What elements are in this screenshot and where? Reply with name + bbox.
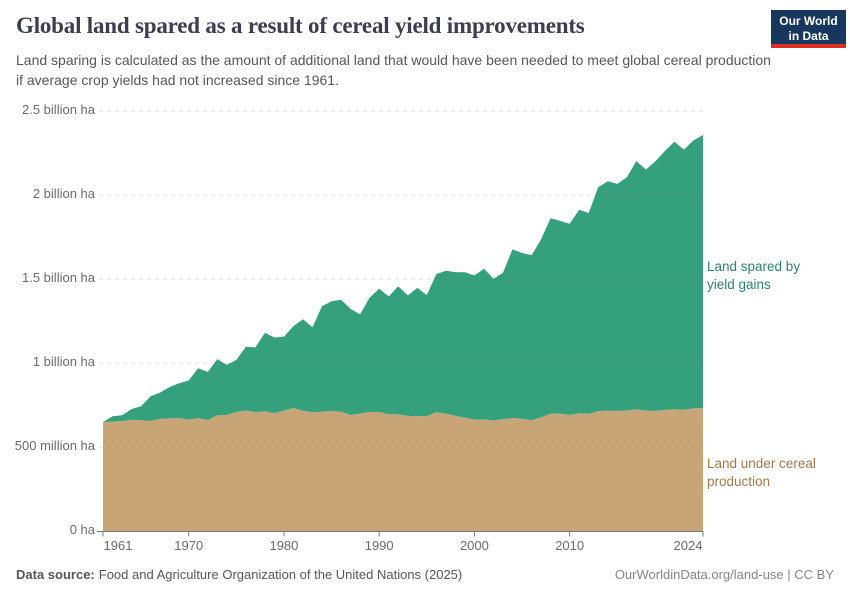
attribution-url[interactable]: OurWorldinData.org/land-use [614, 567, 784, 582]
x-axis-label: 2000 [459, 538, 489, 553]
chart-title: Global land spared as a result of cereal… [16, 13, 585, 38]
y-axis-label: 2.5 billion ha [22, 102, 95, 117]
data-source: Data source: Food and Agriculture Organiz… [16, 567, 462, 582]
y-axis-label: 0 ha [69, 522, 95, 537]
x-axis-label: 1980 [269, 538, 299, 553]
owid-logo-line1: Our World [779, 14, 838, 28]
attribution-license: | CC BY [783, 567, 834, 582]
y-axis-label: 500 million ha [14, 438, 95, 453]
x-axis-label: 1961 [103, 538, 133, 553]
y-axis-label: 1 billion ha [32, 354, 95, 369]
y-axis-label: 1.5 billion ha [22, 270, 95, 285]
x-axis-label: 2024 [673, 538, 703, 553]
attribution: OurWorldinData.org/land-use | CC BY [615, 567, 834, 582]
y-axis-label: 2 billion ha [32, 186, 95, 201]
x-axis-label: 2010 [555, 538, 585, 553]
owid-logo: Our World in Data [771, 10, 846, 48]
area-land-spared-by-yield-gains [103, 135, 703, 423]
series-label-land-spared: Land spared by yield gains [707, 259, 801, 292]
data-source-label: Data source: [16, 567, 95, 582]
data-source-text: Food and Agriculture Organization of the… [98, 567, 463, 582]
series-label-land-under: Land under cereal production [707, 456, 816, 489]
x-axis-label: 1970 [174, 538, 204, 553]
area-land-under-cereal-production [103, 408, 703, 531]
x-axis-label: 1990 [364, 538, 394, 553]
chart-subtitle: Land sparing is calculated as the amount… [16, 52, 771, 88]
owid-logo-line2: in Data [788, 29, 829, 44]
